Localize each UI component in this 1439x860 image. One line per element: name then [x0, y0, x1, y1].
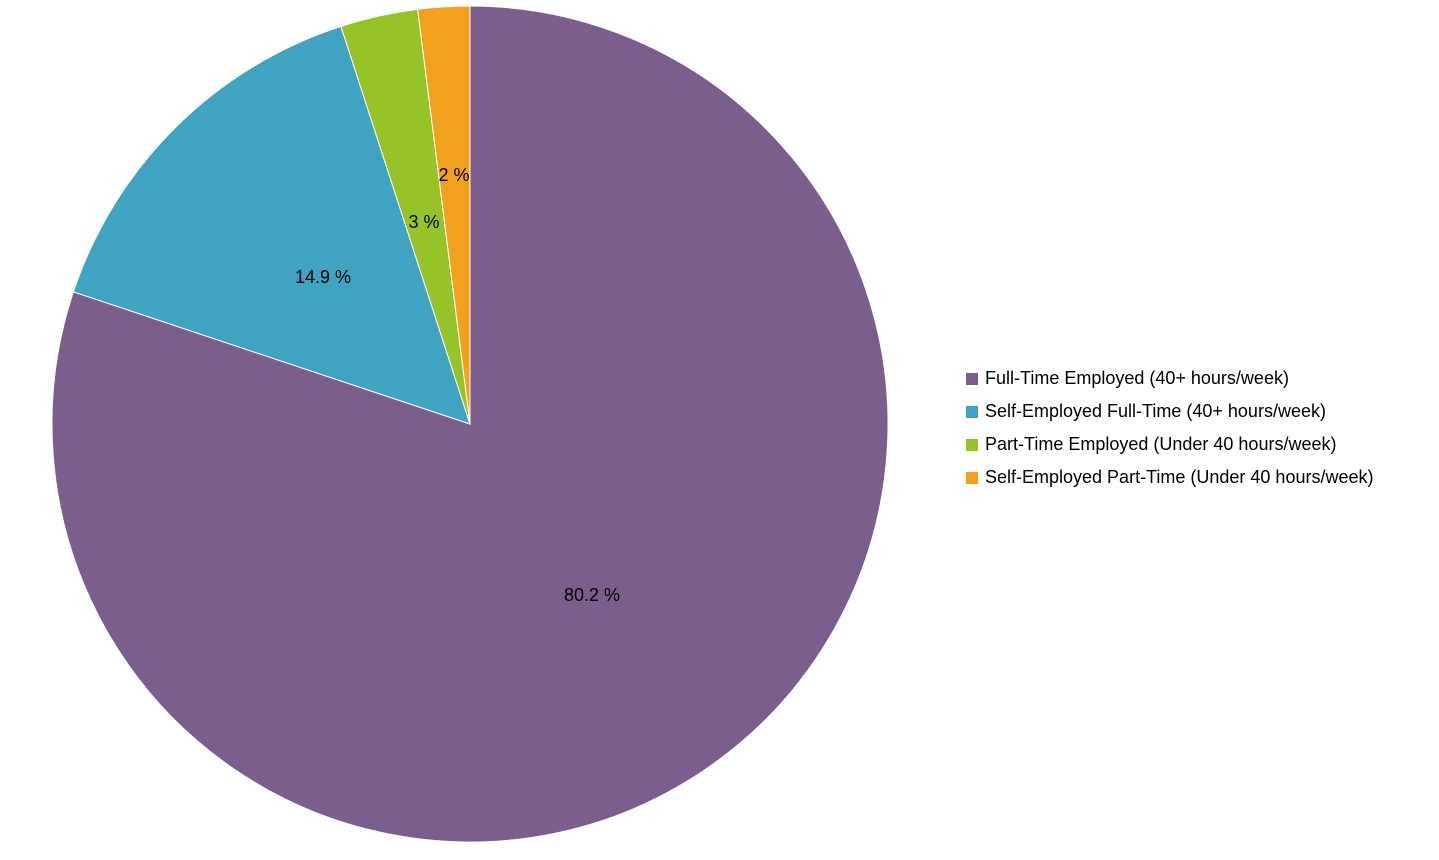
legend-swatch	[966, 471, 978, 484]
slice-data-label: 2 %	[438, 165, 469, 185]
legend-item: Full-Time Employed (40+ hours/week)	[966, 362, 1373, 395]
chart-legend: Full-Time Employed (40+ hours/week) Self-…	[966, 362, 1373, 494]
legend-swatch	[966, 405, 978, 418]
legend-label: Self-Employed Full-Time (40+ hours/week)	[985, 401, 1326, 421]
legend-label: Self-Employed Part-Time (Under 40 hours/…	[985, 467, 1374, 487]
slice-data-label: 80.2 %	[564, 585, 620, 605]
legend-item: Self-Employed Part-Time (Under 40 hours/…	[966, 461, 1373, 494]
slice-data-label: 3 %	[408, 212, 439, 232]
pie-slice	[417, 5, 471, 425]
legend-swatch	[966, 372, 978, 385]
pie-slice	[72, 25, 471, 425]
legend-label: Part-Time Employed (Under 40 hours/week)	[985, 434, 1337, 454]
legend-item: Part-Time Employed (Under 40 hours/week)	[966, 428, 1373, 461]
pie-slice	[51, 5, 889, 843]
legend-item: Self-Employed Full-Time (40+ hours/week)	[966, 395, 1373, 428]
legend-label: Full-Time Employed (40+ hours/week)	[985, 368, 1289, 388]
slice-data-label: 14.9 %	[295, 267, 351, 287]
pie-chart-plot: 80.2 % 14.9 % 3 % 2 %	[51, 5, 889, 843]
legend-swatch	[966, 438, 978, 451]
